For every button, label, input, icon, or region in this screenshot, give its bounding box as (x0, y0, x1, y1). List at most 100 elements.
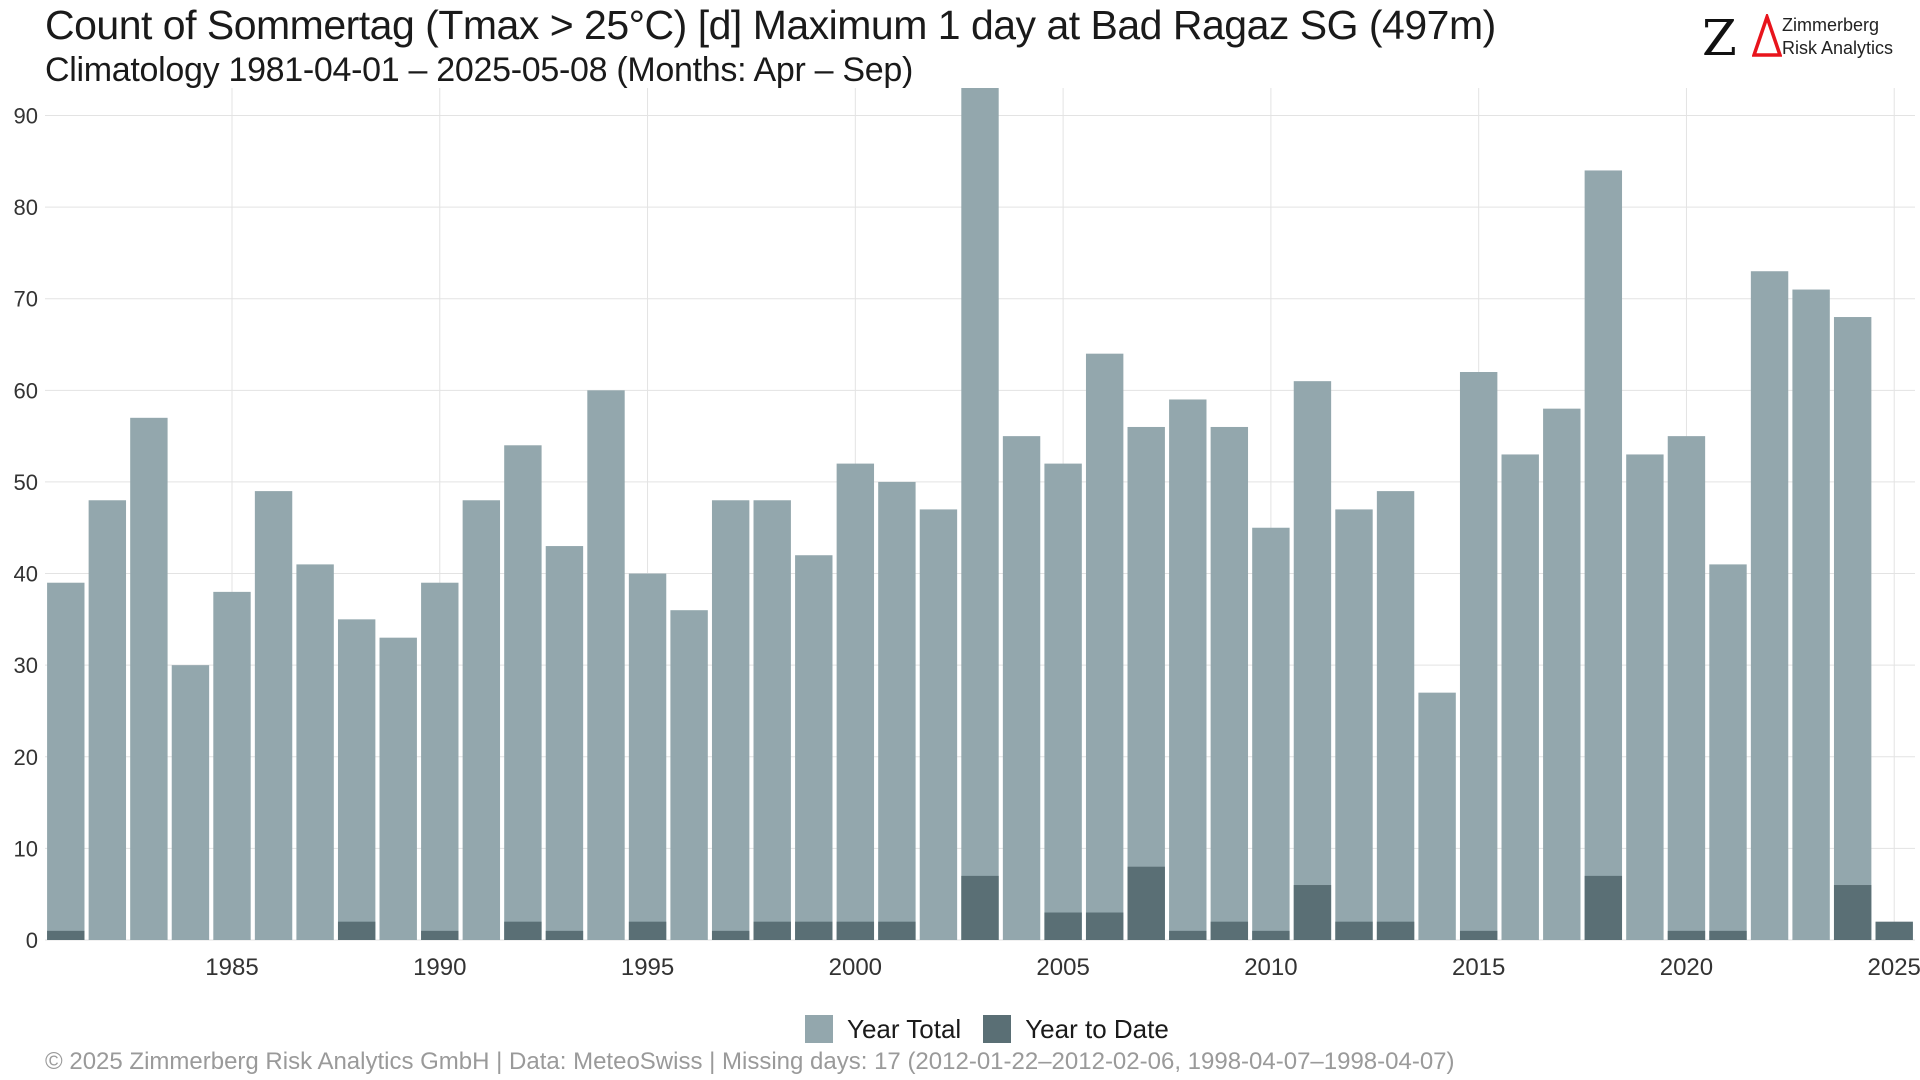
bar-year-to-date (47, 930, 85, 940)
bar-year-total (1626, 454, 1664, 940)
bar-year-total (1459, 372, 1498, 940)
bar-year-total (878, 481, 916, 940)
bar-year-to-date (836, 921, 875, 940)
bar-year-to-date (961, 875, 999, 940)
legend-swatch-year-total (805, 1015, 833, 1043)
bar-year-total (1127, 426, 1165, 941)
bar-year-total (919, 509, 958, 940)
bar-year-total (213, 591, 251, 940)
bar-year-to-date (1044, 912, 1082, 940)
legend-item-year-to-date: Year to Date (983, 1014, 1169, 1045)
bar-year-total (1293, 381, 1332, 940)
x-tick-label: 2000 (829, 954, 882, 981)
bar-year-to-date (1584, 875, 1623, 940)
bar-year-total (1750, 271, 1789, 941)
legend-label-year-total: Year Total (847, 1013, 962, 1044)
x-tick-label: 2010 (1244, 954, 1297, 981)
x-tick-label: 1990 (413, 954, 466, 981)
bar-year-total (587, 390, 625, 940)
bar-year-total (836, 463, 875, 940)
y-tick-label: 90 (14, 103, 38, 128)
bar-year-to-date (1667, 930, 1706, 940)
bar-year-total (1252, 527, 1290, 940)
y-tick-label: 0 (26, 928, 38, 953)
bar-year-total (545, 546, 584, 940)
bar-year-total (1085, 353, 1124, 940)
y-tick-label: 50 (14, 470, 38, 495)
bar-year-to-date (1085, 912, 1124, 940)
y-tick-labels: 0 10 20 30 40 50 60 70 80 90 (14, 103, 38, 953)
y-tick-label: 70 (14, 287, 38, 312)
bar-year-to-date (1833, 885, 1872, 940)
bar-year-to-date (753, 921, 791, 940)
y-tick-label: 60 (14, 378, 38, 403)
x-tick-label: 2005 (1036, 954, 1089, 981)
bar-year-total (1543, 408, 1581, 940)
bar-year-to-date (504, 921, 542, 940)
bar-year-total (1418, 692, 1456, 940)
bar-year-total (88, 500, 127, 940)
bar-year-total (504, 445, 542, 940)
logo-line-2: Risk Analytics (1782, 38, 1894, 58)
bar-year-total (961, 88, 999, 940)
bar-year-total (1667, 436, 1706, 940)
y-tick-label: 40 (14, 562, 38, 587)
logo-delta-icon (1752, 14, 1782, 57)
bar-year-total (1002, 436, 1041, 940)
bar-year-to-date (1376, 921, 1415, 940)
x-tick-label: 1995 (621, 954, 674, 981)
bar-year-to-date (628, 921, 667, 940)
bar-year-to-date (1252, 930, 1290, 940)
bar-year-to-date (545, 930, 584, 940)
bar-year-total (670, 610, 708, 940)
bar-year-total (1169, 399, 1207, 941)
bar-year-total (462, 500, 501, 940)
bar-year-total (1210, 426, 1249, 941)
y-tick-label: 20 (14, 745, 38, 770)
y-tick-label: 10 (14, 836, 38, 861)
bar-year-total (1709, 564, 1747, 940)
bar-year-to-date (1459, 930, 1498, 940)
logo-z-mark: Z (1702, 9, 1737, 67)
bar-year-total (1044, 463, 1082, 940)
bar-year-total (379, 637, 417, 940)
chart-subtitle: Climatology 1981-04-01 – 2025-05-08 (Mon… (45, 51, 914, 89)
x-tick-label: 1985 (205, 954, 258, 981)
bar-year-total (711, 500, 750, 940)
bar-year-total (795, 555, 833, 940)
bar-chart: 0 10 20 30 40 50 60 70 80 90 1985 1990 1995 2000 2005… (14, 88, 1920, 981)
bar-year-to-date (1875, 921, 1913, 940)
x-tick-label: 2020 (1660, 954, 1713, 981)
bar-year-total (1584, 170, 1623, 940)
logo-line-1: Zimmerberg (1782, 15, 1880, 35)
bar-year-total (753, 500, 791, 940)
bar-year-total (337, 619, 376, 940)
bar-year-to-date (1210, 921, 1249, 940)
bar-year-total (47, 582, 85, 940)
logo-text: Zimmerberg Risk Analytics (1782, 14, 1893, 60)
chart-title: Count of Sommertag (Tmax > 25°C) [d] Max… (45, 2, 1496, 48)
bar-year-total (1501, 454, 1539, 940)
bar-year-total (1335, 509, 1373, 940)
footer-credits: © 2025 Zimmerberg Risk Analytics GmbH | … (45, 1048, 1455, 1075)
y-tick-label: 30 (14, 653, 38, 678)
bar-year-total (1376, 491, 1415, 940)
bar-year-to-date (711, 930, 750, 940)
bar-year-total (421, 582, 459, 940)
bar-year-to-date (1293, 885, 1332, 940)
y-tick-label: 80 (14, 195, 38, 220)
company-logo: Z Zimmerberg Risk Analytics (1702, 8, 1902, 68)
bar-year-to-date (1709, 930, 1747, 940)
x-tick-label: 2015 (1452, 954, 1505, 981)
legend: Year Total Year to Date (805, 1013, 1179, 1045)
bar-year-total (1792, 289, 1830, 940)
bar-year-total (254, 491, 293, 940)
bar-year-to-date (1335, 921, 1373, 940)
legend-item-year-total: Year Total (805, 1014, 961, 1045)
bar-year-total (296, 564, 334, 940)
legend-label-year-to-date: Year to Date (1025, 1013, 1169, 1044)
bar-year-to-date (878, 921, 916, 940)
bar-year-total (171, 665, 210, 940)
x-tick-label: 2025 (1868, 954, 1920, 981)
bar-year-to-date (337, 921, 376, 940)
